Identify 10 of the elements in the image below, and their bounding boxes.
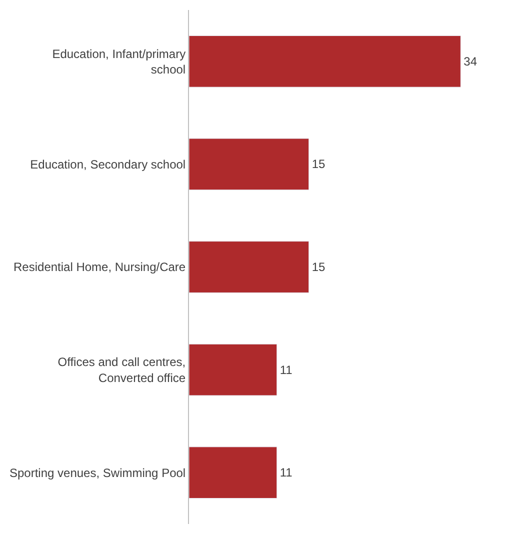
y-tick-label: Offices and call centres, Converted office xyxy=(58,355,186,385)
data-label: 11 xyxy=(280,466,293,480)
data-label: 11 xyxy=(280,362,293,377)
data-label: 34 xyxy=(464,54,478,68)
y-tick-label: Residential Home, Nursing/Care xyxy=(14,260,186,274)
y-tick-label: Sporting venues, Swimming Pool xyxy=(10,466,186,480)
y-tick-label: Education, Secondary school xyxy=(30,157,186,172)
data-label: 15 xyxy=(312,260,326,274)
data-label: 15 xyxy=(312,157,326,172)
y-tick-label: Education, Infant/primary school xyxy=(52,46,186,76)
